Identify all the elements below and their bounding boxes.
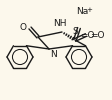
Text: S: S (71, 27, 77, 36)
Text: O: O (20, 22, 27, 32)
Text: =O: =O (79, 31, 94, 40)
Text: Na: Na (75, 8, 87, 16)
Text: N: N (50, 50, 56, 59)
Text: NH: NH (53, 19, 66, 28)
Text: +: + (85, 7, 91, 13)
Text: =O: =O (89, 30, 104, 40)
